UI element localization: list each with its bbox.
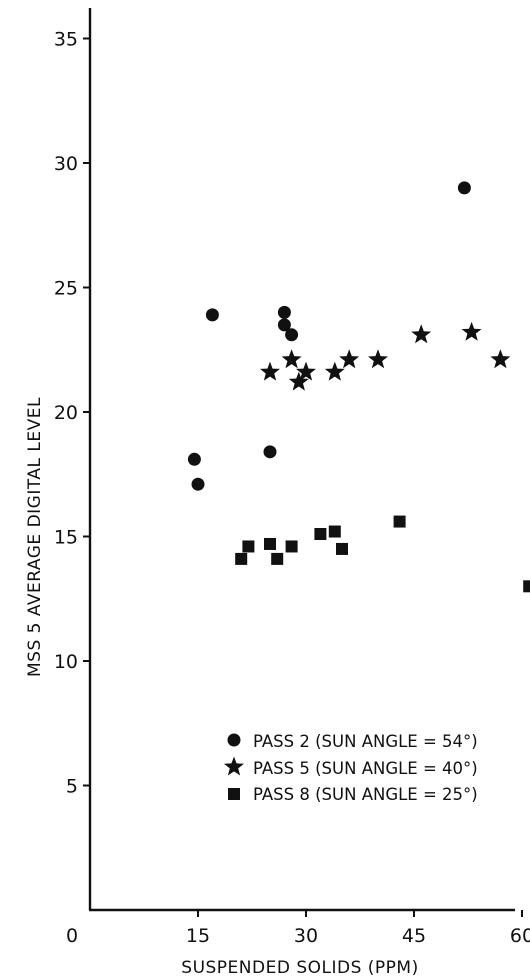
data-point-square [264,537,276,550]
y-tick-label: 30 [54,153,78,175]
data-point-square [314,528,327,541]
y-tick-label: 5 [66,776,78,798]
data-marks [187,181,530,593]
data-point-square [393,515,406,528]
legend-star-marker [224,756,244,776]
legend: PASS 2 (SUN ANGLE = 54°) PASS 5 (SUN ANG… [224,732,478,804]
data-point-circle [263,445,277,459]
data-point-star [411,324,432,344]
ticks: 51015202530350153045607590 [54,29,530,948]
data-point-circle [191,477,205,491]
data-point-circle [187,452,201,466]
data-point-star [368,349,388,369]
x-tick-label: 0 [66,925,78,947]
data-point-star [339,349,360,369]
legend-label-pass-5: PASS 5 (SUN ANGLE = 40°) [253,759,478,778]
x-tick-label: 60 [510,925,530,947]
data-point-star [461,321,482,341]
data-point-star [288,371,309,391]
x-tick-label: 30 [294,925,318,947]
legend-square-marker [228,788,240,800]
y-axis-label: MSS 5 AVERAGE DIGITAL LEVEL [25,397,45,677]
axes [88,8,515,912]
data-point-star [260,361,280,381]
x-tick-label: 15 [186,925,210,947]
y-tick-label: 35 [54,29,78,51]
data-point-square [328,525,341,538]
data-point-star [296,361,316,381]
data-point-star [324,361,345,381]
x-axis-label: SUSPENDED SOLIDS (PPM) [181,958,418,978]
data-point-circle [277,318,291,332]
data-point-square [235,552,248,565]
data-point-circle [285,328,299,342]
data-point-star [490,349,511,369]
data-point-square [271,552,284,565]
y-tick-label: 10 [54,651,78,673]
data-point-circle [205,308,219,322]
y-tick-label: 15 [54,527,78,549]
data-point-star [281,349,302,369]
legend-label-pass-2: PASS 2 (SUN ANGLE = 54°) [253,732,478,751]
y-tick-label: 25 [54,278,78,300]
data-point-square [523,580,530,593]
data-point-circle [457,181,471,195]
y-tick-label: 20 [54,402,78,424]
data-point-square [242,540,255,553]
legend-label-pass-8: PASS 8 (SUN ANGLE = 25°) [253,785,478,804]
data-point-square [336,542,348,555]
x-tick-label: 45 [402,925,426,947]
data-point-circle [277,305,291,319]
data-point-square [285,540,298,553]
legend-circle-marker [227,733,241,747]
